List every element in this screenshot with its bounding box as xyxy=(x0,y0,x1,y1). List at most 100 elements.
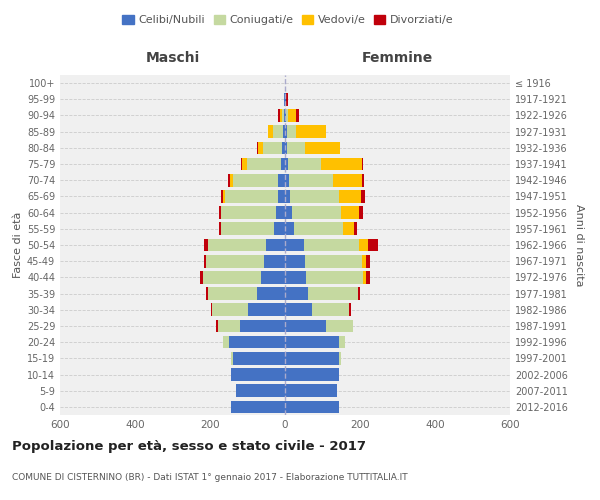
Bar xyxy=(341,206,359,219)
Bar xyxy=(223,336,229,348)
Text: Maschi: Maschi xyxy=(145,51,200,65)
Bar xyxy=(217,320,218,332)
Bar xyxy=(225,190,277,202)
Bar xyxy=(223,190,225,202)
Bar xyxy=(278,174,285,186)
Bar xyxy=(305,142,340,154)
Bar xyxy=(288,158,321,170)
Bar xyxy=(367,271,370,283)
Text: COMUNE DI CISTERNINO (BR) - Dati ISTAT 1° gennaio 2017 - Elaborazione TUTTITALIA: COMUNE DI CISTERNINO (BR) - Dati ISTAT 1… xyxy=(12,473,407,482)
Bar xyxy=(338,352,341,364)
Bar xyxy=(313,304,349,316)
Bar xyxy=(248,304,285,316)
Bar xyxy=(280,109,282,122)
Bar xyxy=(203,271,260,283)
Bar xyxy=(268,126,272,138)
Bar xyxy=(362,174,364,186)
Bar xyxy=(361,190,365,202)
Bar xyxy=(340,190,361,202)
Bar xyxy=(287,142,305,154)
Bar xyxy=(285,238,304,252)
Bar xyxy=(266,238,285,252)
Bar xyxy=(263,142,283,154)
Bar xyxy=(265,255,285,268)
Bar xyxy=(208,238,266,252)
Bar xyxy=(257,288,285,300)
Bar xyxy=(258,142,263,154)
Bar xyxy=(211,304,212,316)
Bar xyxy=(285,190,290,202)
Bar xyxy=(287,126,296,138)
Bar xyxy=(364,271,367,283)
Bar xyxy=(277,190,285,202)
Bar xyxy=(203,255,206,268)
Bar xyxy=(338,336,346,348)
Bar xyxy=(285,142,287,154)
Bar xyxy=(285,271,307,283)
Legend: Celibi/Nubili, Coniugati/e, Vedovi/e, Divorziati/e: Celibi/Nubili, Coniugati/e, Vedovi/e, Di… xyxy=(118,10,458,30)
Bar xyxy=(359,238,368,252)
Bar xyxy=(275,206,285,219)
Bar xyxy=(236,384,285,397)
Bar xyxy=(292,206,341,219)
Bar xyxy=(229,174,233,186)
Bar xyxy=(240,320,285,332)
Bar xyxy=(229,336,285,348)
Bar xyxy=(284,109,285,122)
Bar xyxy=(285,126,287,138)
Bar xyxy=(218,222,221,235)
Bar xyxy=(308,288,358,300)
Bar xyxy=(358,288,360,300)
Bar xyxy=(285,368,338,381)
Bar xyxy=(206,288,208,300)
Bar xyxy=(257,142,258,154)
Bar xyxy=(233,352,285,364)
Bar xyxy=(285,109,286,122)
Bar xyxy=(230,368,285,381)
Bar xyxy=(200,271,203,283)
Bar xyxy=(247,158,281,170)
Bar xyxy=(221,190,223,202)
Bar xyxy=(285,158,288,170)
Bar xyxy=(286,93,287,106)
Bar xyxy=(241,158,242,170)
Bar xyxy=(285,222,293,235)
Bar xyxy=(333,174,362,186)
Y-axis label: Anni di nascita: Anni di nascita xyxy=(574,204,584,286)
Bar xyxy=(218,320,240,332)
Bar xyxy=(208,288,257,300)
Bar xyxy=(368,238,379,252)
Bar xyxy=(286,109,287,122)
Bar xyxy=(285,304,313,316)
Bar xyxy=(290,190,340,202)
Bar xyxy=(230,352,233,364)
Bar xyxy=(325,320,353,332)
Bar xyxy=(230,400,285,413)
Bar xyxy=(283,126,285,138)
Bar xyxy=(233,174,278,186)
Bar xyxy=(285,320,325,332)
Bar xyxy=(353,222,358,235)
Bar xyxy=(361,255,367,268)
Bar xyxy=(289,174,333,186)
Bar xyxy=(285,174,289,186)
Bar xyxy=(221,222,274,235)
Bar xyxy=(367,255,370,268)
Bar xyxy=(305,255,361,268)
Bar xyxy=(349,304,351,316)
Bar xyxy=(260,271,285,283)
Bar xyxy=(206,255,265,268)
Y-axis label: Fasce di età: Fasce di età xyxy=(13,212,23,278)
Bar xyxy=(242,158,247,170)
Bar xyxy=(221,206,275,219)
Bar xyxy=(285,93,286,106)
Bar xyxy=(285,206,292,219)
Bar xyxy=(285,336,338,348)
Bar xyxy=(285,400,338,413)
Bar xyxy=(282,109,284,122)
Bar xyxy=(205,238,208,252)
Bar xyxy=(274,222,285,235)
Bar xyxy=(285,255,305,268)
Bar xyxy=(321,158,361,170)
Bar xyxy=(285,352,338,364)
